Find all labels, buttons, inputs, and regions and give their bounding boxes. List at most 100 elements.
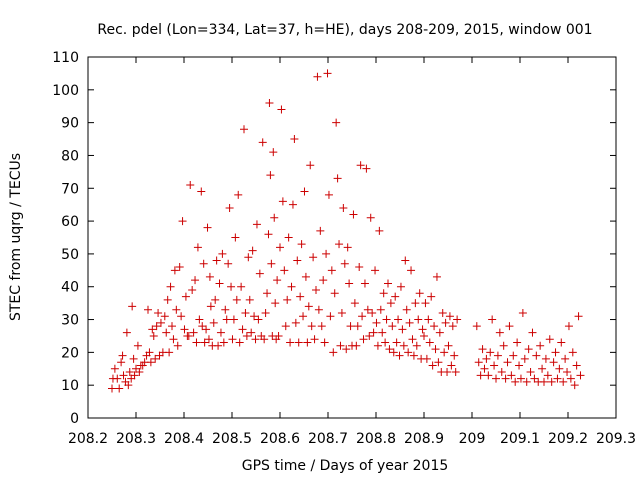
data-point <box>300 187 309 196</box>
data-point <box>240 125 248 134</box>
data-point <box>270 213 279 222</box>
y-axis-label: STEC from uqrg / TECUs <box>8 153 24 321</box>
data-point <box>271 299 280 308</box>
data-point <box>163 295 172 304</box>
data-point <box>396 282 405 291</box>
data-point <box>346 322 355 331</box>
data-point <box>110 364 119 373</box>
data-point <box>306 161 315 170</box>
data-point <box>431 345 440 354</box>
y-tick-label: 80 <box>61 148 79 164</box>
data-point <box>443 368 452 377</box>
data-point <box>188 286 197 295</box>
data-point <box>224 259 233 268</box>
data-point <box>412 341 421 350</box>
data-point <box>138 361 147 370</box>
data-point <box>425 338 434 347</box>
data-point <box>124 381 133 390</box>
data-point <box>288 200 297 209</box>
data-point <box>564 322 573 331</box>
data-point <box>165 348 174 357</box>
x-tick-label: 208.4 <box>164 431 204 447</box>
data-point <box>522 377 531 386</box>
data-point <box>447 361 456 370</box>
data-point <box>252 220 261 229</box>
data-point <box>203 223 212 232</box>
data-point <box>559 377 568 386</box>
data-point <box>444 341 453 350</box>
data-point <box>492 374 500 383</box>
data-point <box>218 249 227 258</box>
data-point <box>336 341 345 350</box>
data-point <box>375 226 384 235</box>
data-point <box>353 322 362 331</box>
x-tick-label: 208.8 <box>356 431 396 447</box>
data-point <box>395 351 404 360</box>
data-point <box>332 118 341 127</box>
data-point <box>363 305 372 314</box>
data-point <box>293 256 302 265</box>
data-point <box>450 351 459 360</box>
data-point <box>303 338 312 347</box>
data-point <box>113 374 122 383</box>
data-point <box>291 318 300 327</box>
data-point <box>411 299 420 308</box>
data-point <box>200 338 209 347</box>
data-point <box>511 377 520 386</box>
data-point <box>247 328 256 337</box>
data-point <box>172 305 181 314</box>
data-point <box>160 312 169 321</box>
data-point <box>133 341 142 350</box>
data-point <box>420 331 428 340</box>
data-point <box>407 266 416 275</box>
data-point <box>549 358 558 367</box>
x-tick-label: 209.1 <box>500 431 540 447</box>
data-point <box>229 315 238 324</box>
data-point <box>376 305 385 314</box>
data-point <box>144 305 152 314</box>
data-point <box>440 348 449 357</box>
data-point <box>441 318 450 327</box>
data-point <box>241 308 250 317</box>
y-tick-label: 0 <box>70 411 79 427</box>
data-point <box>536 341 545 350</box>
data-point <box>360 279 369 288</box>
data-point <box>528 328 537 337</box>
data-point <box>345 279 354 288</box>
data-point <box>212 256 221 265</box>
data-point <box>169 335 178 344</box>
data-point <box>379 289 388 298</box>
data-point <box>151 354 160 363</box>
data-point <box>490 361 499 370</box>
data-point <box>430 322 439 331</box>
data-point <box>518 308 527 317</box>
data-point <box>145 348 154 357</box>
data-point <box>149 331 158 340</box>
data-point <box>513 338 522 347</box>
data-point <box>280 266 289 275</box>
data-point <box>314 305 323 314</box>
data-point <box>434 358 443 367</box>
data-point <box>530 374 539 383</box>
data-point <box>211 295 220 304</box>
y-tick-label: 70 <box>61 181 79 197</box>
data-point <box>499 341 508 350</box>
data-point <box>574 312 583 321</box>
data-point <box>572 361 581 370</box>
data-point <box>340 259 349 268</box>
data-point <box>365 331 374 340</box>
data-point <box>242 331 251 340</box>
data-point <box>480 364 489 373</box>
data-point <box>428 361 437 370</box>
data-point <box>366 213 375 222</box>
data-point <box>372 318 381 327</box>
data-point <box>553 374 562 383</box>
data-point <box>472 322 481 331</box>
data-point <box>538 364 547 373</box>
data-point <box>451 368 460 377</box>
data-point <box>405 318 414 327</box>
data-point <box>503 358 512 367</box>
data-point <box>125 368 134 377</box>
data-point <box>273 276 282 285</box>
data-point <box>186 180 195 189</box>
